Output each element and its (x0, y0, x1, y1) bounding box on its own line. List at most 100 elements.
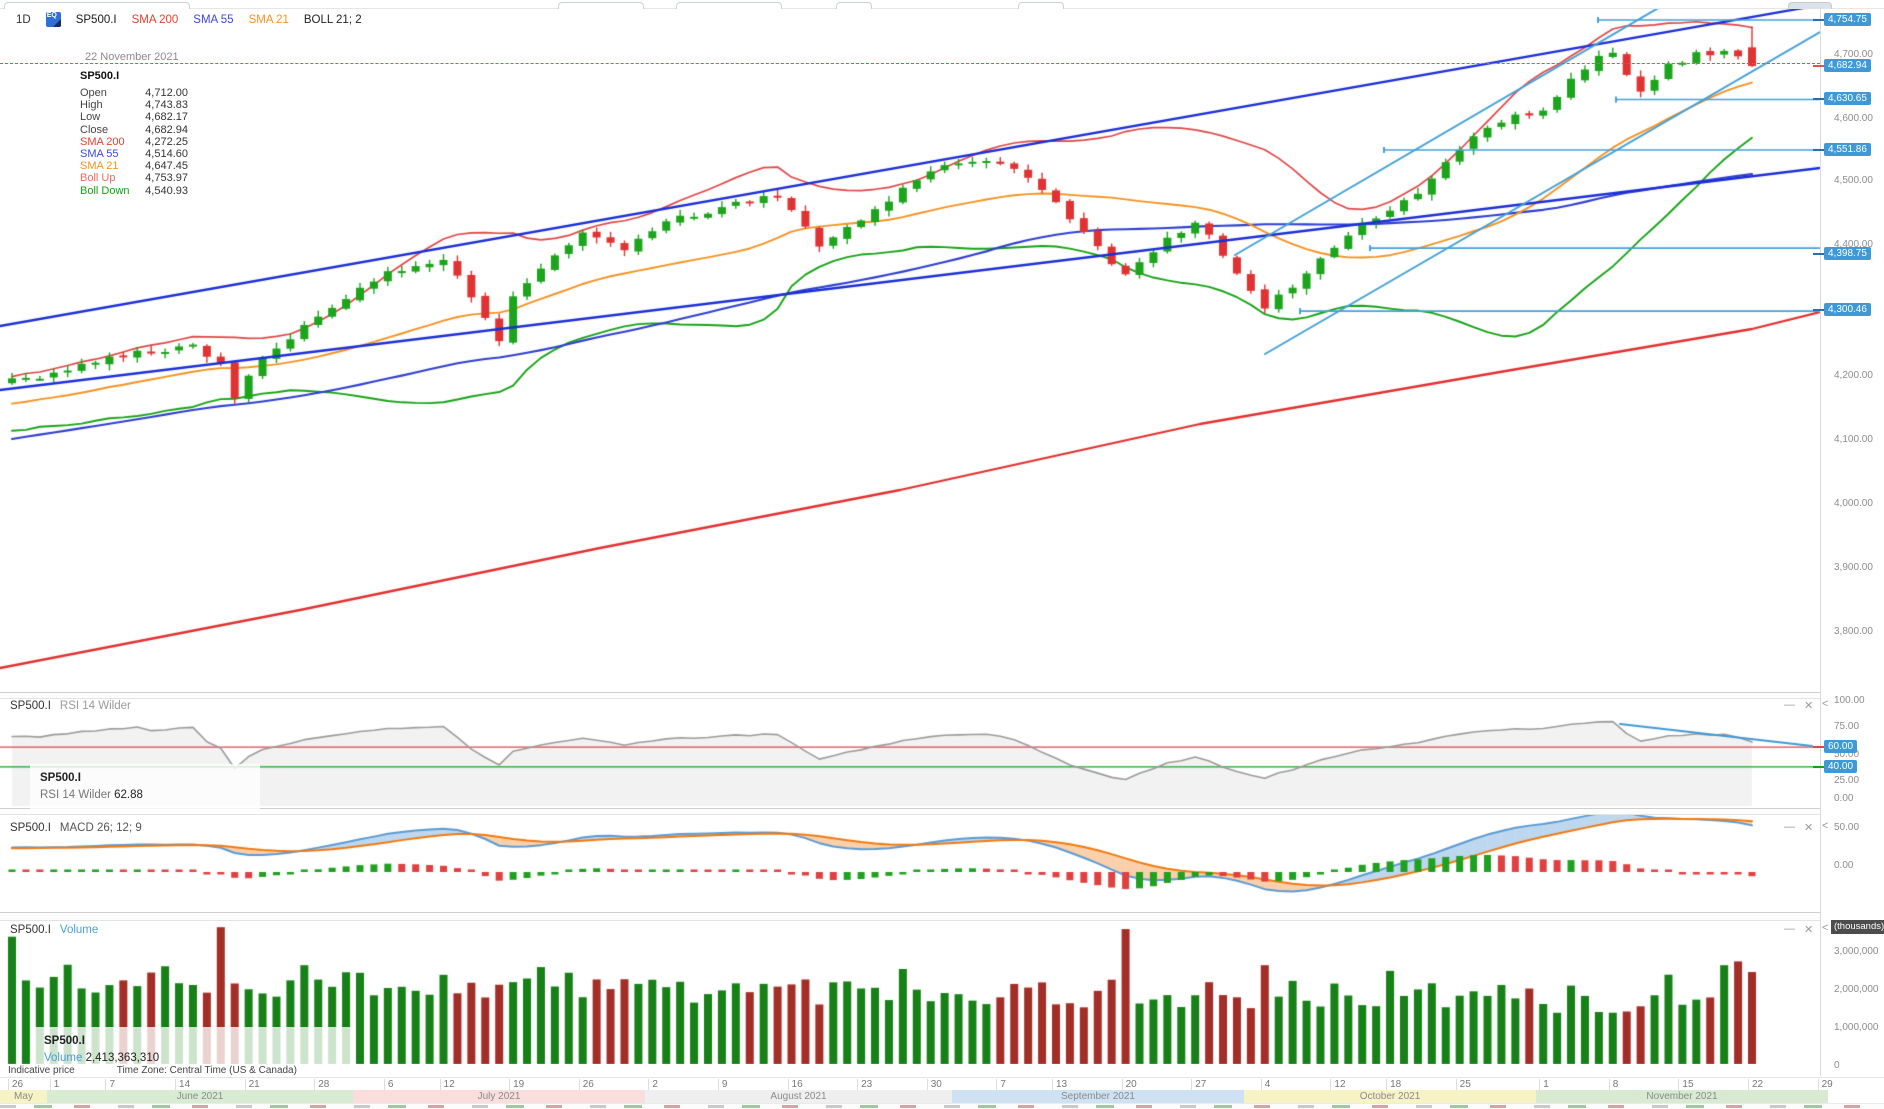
rsi-overlay-value: 62.88 (114, 789, 143, 801)
rsi-minimize-button[interactable]: — (1784, 699, 1795, 711)
volume-minimize-button[interactable]: — (1784, 923, 1795, 935)
panel-divider[interactable] (0, 808, 1884, 815)
axis-label: 0 (1834, 1060, 1840, 1071)
chart-footer: Indicative price Time Zone: Central Time… (0, 1064, 1828, 1077)
axis-label: 2,000,000 (1834, 984, 1879, 995)
legend-indicator-sma-55[interactable]: SMA 55 (193, 13, 234, 26)
ohlc-info-box: SP500.I Open 4,712.00 High 4,743.83 Low 4,682… (78, 66, 188, 200)
axis-label: 3,900.00 (1834, 562, 1873, 573)
info-row-label: SMA 21 (80, 160, 119, 173)
tick-separator (105, 1079, 107, 1091)
price-axis[interactable]: < < < (thousands) 4,700.00 4,600.00 4,500.… (1813, 0, 1884, 1076)
info-row: Boll Up 4,753.97 (80, 172, 188, 184)
toolbar-cut-strip (0, 0, 1884, 9)
axis-label: 0.00 (1834, 793, 1854, 804)
volume-close-button[interactable]: ✕ (1804, 924, 1814, 936)
macd-panel-header: SP500.I MACD 26; 12; 9 (10, 822, 142, 834)
tick-separator (439, 1079, 441, 1091)
tick-label: 15 (1682, 1079, 1694, 1090)
tick-separator (49, 1079, 51, 1091)
tick-separator (1386, 1079, 1388, 1091)
crosshair-price-line (0, 63, 1820, 64)
toolbar-button-cut[interactable] (1788, 2, 1832, 9)
legend-indicator-sma-200[interactable]: SMA 200 (131, 13, 179, 26)
tick-label: 13 (1056, 1079, 1068, 1090)
toolbar-button-cut[interactable] (836, 2, 872, 9)
tick-separator (857, 1079, 859, 1091)
info-row-label: SMA 200 (80, 135, 125, 148)
info-row-label: Close (80, 123, 109, 136)
volume-panel-header: SP500.I Volume (10, 924, 98, 936)
instrument-type-icon: EQ (45, 12, 61, 27)
tick-label: 27 (1195, 1079, 1207, 1090)
toolbar-button-cut[interactable] (558, 2, 644, 9)
axis-label: 1,000,000 (1834, 1022, 1879, 1033)
rsi-axis-collapse-icon[interactable]: < (1822, 698, 1829, 710)
tick-separator (648, 1079, 650, 1091)
rsi-close-button[interactable]: ✕ (1804, 700, 1814, 712)
tick-label: 26 (12, 1079, 24, 1090)
info-row-value: 4,743.83 (145, 99, 188, 112)
price-badge: 60.00 (1824, 740, 1858, 753)
timezone-note: Time Zone: Central Time (US & Canada) (116, 1065, 297, 1076)
panel-divider[interactable] (0, 912, 1884, 921)
volume-unit-badge: (thousands) (1831, 920, 1884, 934)
tick-separator (1748, 1079, 1749, 1091)
month-segment: August 2021 (645, 1090, 953, 1103)
legend-indicator-boll-21-2[interactable]: BOLL 21; 2 (303, 13, 362, 26)
month-segment: November 2021 (1536, 1090, 1829, 1103)
axis-label: 50.00 (1834, 822, 1860, 833)
tick-label: 16 (791, 1079, 803, 1090)
symbol-label[interactable]: SP500.I (75, 13, 117, 26)
info-row-label: Boll Down (80, 184, 130, 197)
macd-axis-collapse-icon[interactable]: < (1822, 820, 1829, 832)
tick-label: 29 (1821, 1079, 1833, 1090)
volume-overlay-label: Volume (44, 1052, 83, 1064)
axis-label: 0.00 (1834, 860, 1854, 871)
info-row: SMA 55 4,514.60 (80, 148, 188, 160)
info-row-value: 4,753.97 (145, 172, 188, 185)
panel-divider[interactable] (0, 692, 1884, 699)
toolbar-button-cut[interactable] (1018, 2, 1064, 9)
toolbar-button-cut[interactable] (676, 2, 782, 9)
tick-label: 7 (1000, 1079, 1006, 1090)
tick-label: 19 (513, 1079, 525, 1090)
info-row-label: Boll Up (80, 172, 116, 185)
interval-selector[interactable]: 1D (16, 13, 31, 26)
time-axis[interactable]: 26 1 7 14 21 28 6 12 19 26 2 9 16 23 30 7 13 20 27 4 12 18 25 1… (0, 1077, 1884, 1091)
info-row: SMA 200 4,272.25 (80, 136, 188, 148)
info-row-label: Open (80, 87, 107, 99)
rsi-overlay-title: SP500.I (40, 772, 81, 784)
axis-label: 100.00 (1834, 695, 1865, 706)
tick-label: 30 (930, 1079, 942, 1090)
macd-minimize-button[interactable]: — (1784, 821, 1795, 833)
tick-label: 28 (318, 1079, 330, 1090)
price-badge: 4,398.75 (1824, 247, 1871, 260)
axis-line-endpoint (1813, 309, 1825, 311)
tick-separator (1455, 1079, 1457, 1091)
axis-line-endpoint (1813, 746, 1825, 748)
price-badge: 4,754.75 (1824, 13, 1871, 26)
tick-label: 9 (721, 1079, 728, 1090)
tick-label: 6 (387, 1079, 394, 1090)
legend-indicator-sma-21[interactable]: SMA 21 (248, 13, 289, 26)
tick-separator (1330, 1079, 1332, 1091)
price-badge: 4,300.46 (1824, 303, 1871, 316)
search-box-cut[interactable] (4, 2, 190, 9)
axis-label: 4,500.00 (1834, 175, 1873, 186)
info-row-label: High (80, 99, 103, 112)
axis-line-endpoint (1813, 98, 1825, 100)
tick-separator (383, 1079, 385, 1091)
axis-label: 4,200.00 (1834, 370, 1873, 381)
axis-line-endpoint (1813, 19, 1825, 21)
macd-close-button[interactable]: ✕ (1804, 822, 1814, 834)
volume-overlay-title: SP500.I (44, 1035, 85, 1047)
chart-legend: 1D EQ SP500.I SMA 200 SMA 55 SMA 21 BOLL 21… (16, 12, 362, 27)
axis-line-endpoint (1813, 65, 1825, 67)
volume-panel-controls: — ✕ (1784, 923, 1813, 936)
volume-axis-collapse-icon[interactable]: < (1822, 922, 1829, 934)
tick-label: 8 (1612, 1079, 1619, 1090)
time-axis-months[interactable]: May June 2021 July 2021 August 2021 Septembe… (0, 1090, 1884, 1103)
